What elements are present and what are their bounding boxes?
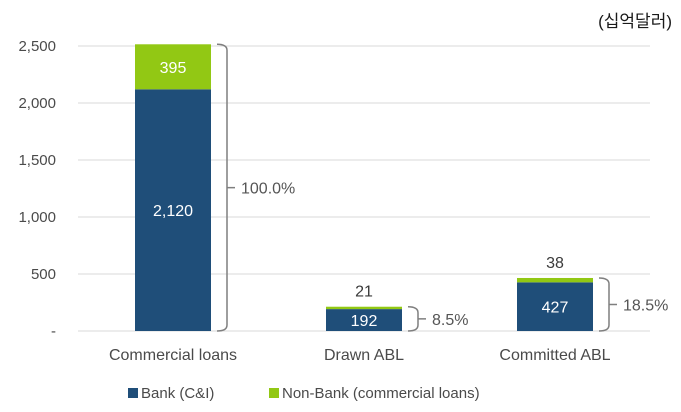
bracket-percent-label: 8.5% — [432, 312, 468, 329]
bar-non-bank — [326, 306, 402, 310]
bar-bank — [135, 89, 211, 331]
data-label-non-bank: 38 — [546, 255, 564, 272]
y-tick-label: 500 — [31, 266, 56, 283]
x-category-label: Commercial loans — [109, 347, 237, 364]
bar-non-bank — [135, 44, 211, 90]
legend-label: Non-Bank (commercial loans) — [282, 385, 480, 402]
bracket-percent-label: 100.0% — [241, 181, 295, 198]
legend-swatch — [128, 388, 138, 398]
data-label-bank: 427 — [542, 300, 569, 317]
x-category-label: Drawn ABL — [324, 347, 404, 364]
bracket — [407, 305, 419, 332]
y-tick-label: - — [51, 323, 56, 340]
data-label-non-bank: 395 — [160, 60, 187, 77]
legend-label: Bank (C&I) — [141, 385, 214, 402]
bar-bank — [517, 282, 593, 331]
brackets: 100.0% 8.5% 18.5% — [216, 43, 668, 332]
y-tick-label: 1,500 — [18, 152, 56, 169]
y-tick-label: 2,500 — [18, 38, 56, 55]
bracket — [216, 43, 228, 332]
bracket-percent-label: 18.5% — [623, 297, 668, 314]
y-tick-label: 1,000 — [18, 209, 56, 226]
legend: Bank (C&I) Non-Bank (commercial loans) — [128, 385, 480, 402]
bar-non-bank — [517, 277, 593, 283]
bars: 2,120 395 192 21 427 38 — [135, 44, 593, 331]
bracket — [598, 277, 610, 332]
unit-label: (십억달러) — [598, 12, 672, 31]
bar-bank — [326, 309, 402, 331]
data-label-bank: 2,120 — [153, 203, 193, 220]
x-axis: Commercial loans Drawn ABL Committed ABL — [109, 347, 611, 364]
data-label-bank: 192 — [351, 313, 378, 330]
y-tick-label: 2,000 — [18, 95, 56, 112]
data-label-non-bank: 21 — [355, 284, 373, 301]
legend-swatch — [269, 388, 279, 398]
x-category-label: Committed ABL — [499, 347, 610, 364]
y-axis: - 500 1,000 1,500 2,000 2,500 — [18, 38, 56, 340]
